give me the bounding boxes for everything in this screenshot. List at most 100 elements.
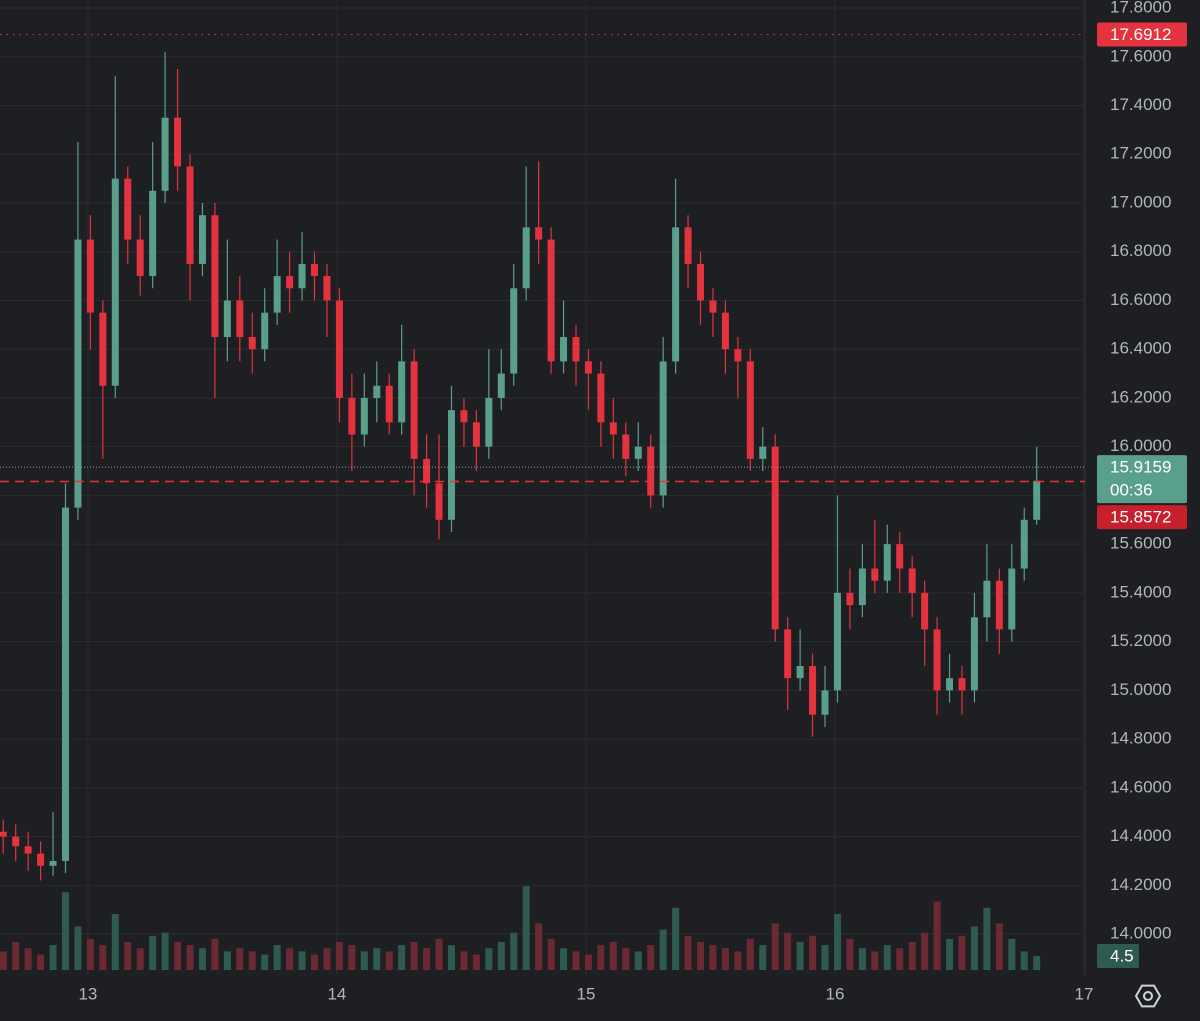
volume-bar [584,954,592,970]
candle-body [572,337,580,362]
y-tick-label: 17.6000 [1110,46,1171,65]
y-tick-label: 15.0000 [1110,680,1171,699]
y-tick-label: 15.4000 [1110,582,1171,601]
high-badge [1097,22,1187,47]
candle-body [485,397,493,447]
candle-body [373,385,381,398]
volume-bar [510,932,518,970]
candle-body [821,690,829,715]
candle-body [522,227,530,289]
volume-bar [311,954,319,970]
volume-bar [111,914,119,970]
volume-bar [709,945,717,970]
volume-bar [883,945,891,970]
candle-body [186,166,194,264]
countdown-label: 00:36 [1110,481,1153,500]
y-tick-label: 15.6000 [1110,534,1171,553]
candle-body [211,215,219,338]
candle-body [435,483,443,520]
candle-body [298,263,306,289]
candle-body [771,446,779,630]
candle-body [61,507,69,861]
candle-body [597,373,605,423]
volume-bar [136,948,144,970]
x-tick-label: 15 [576,984,595,1003]
candle-body [647,446,655,496]
candle-body [535,227,543,240]
volume-bar [684,935,692,970]
candle-body [223,300,231,338]
candle-body [1033,480,1041,520]
volume-bar [186,945,194,970]
candle-body [659,361,667,496]
volume-bar [24,948,32,970]
candle-body [447,410,455,520]
volume-bar [784,932,792,970]
volume-bar [261,954,269,970]
volume-badge [1097,944,1139,968]
candle-body [684,227,692,264]
volume-bar [796,942,804,970]
candle-body [86,239,94,313]
volume-bar [174,942,182,970]
candle-body [721,312,729,350]
volume-bar [298,951,306,970]
volume-bar [522,886,530,970]
volume-bar [771,923,779,970]
candle-body [734,349,742,362]
volume-bar [597,945,605,970]
y-tick-label: 17.2000 [1110,144,1171,163]
y-tick-label: 16.4000 [1110,339,1171,358]
volume-bar [609,942,617,970]
ref-badge [1097,505,1187,530]
candle-body [49,860,57,866]
candle-body [622,434,630,459]
candle-body [871,568,879,581]
candle-body [846,592,854,606]
volume-bar [746,938,754,970]
settings-dot[interactable] [1143,991,1153,1001]
y-tick-label: 14.6000 [1110,777,1171,796]
candle-body [933,629,941,691]
candle-body [547,239,555,362]
volume-bar [983,907,991,970]
candle-body [746,361,754,459]
volume-bar [373,948,381,970]
candle-body [0,831,7,837]
volume-bar [697,942,705,970]
candle-body [360,397,368,435]
candle-body [472,422,480,447]
candle-body [896,544,904,569]
candle-body [335,300,343,398]
ref-badge-label: 15.8572 [1110,508,1171,527]
volume-bar [423,948,431,970]
volume-bar [61,892,69,970]
candle-body [858,568,866,606]
volume-bar [348,945,356,970]
candle-body [24,846,32,854]
candle-body [784,629,792,679]
volume-bar [360,951,368,970]
volume-bar [286,948,294,970]
settings-icon[interactable] [1134,984,1162,1008]
volume-bar [211,938,219,970]
volume-bar [161,932,169,970]
volume-bar [236,948,244,970]
candle-body [410,361,418,459]
y-tick-label: 14.4000 [1110,826,1171,845]
volume-bar [647,945,655,970]
volume-bar [896,948,904,970]
candle-body [510,288,518,374]
volume-bar [323,948,331,970]
volume-bar [970,926,978,970]
candle-body [1008,568,1016,630]
y-tick-label: 16.8000 [1110,241,1171,260]
settings-hexagon[interactable] [1134,984,1162,1008]
volume-bar [1008,938,1016,970]
candle-body [323,276,331,301]
candle-body [174,117,182,167]
volume-bar [223,951,231,970]
volume-bar [335,942,343,970]
candle-body [198,215,206,264]
